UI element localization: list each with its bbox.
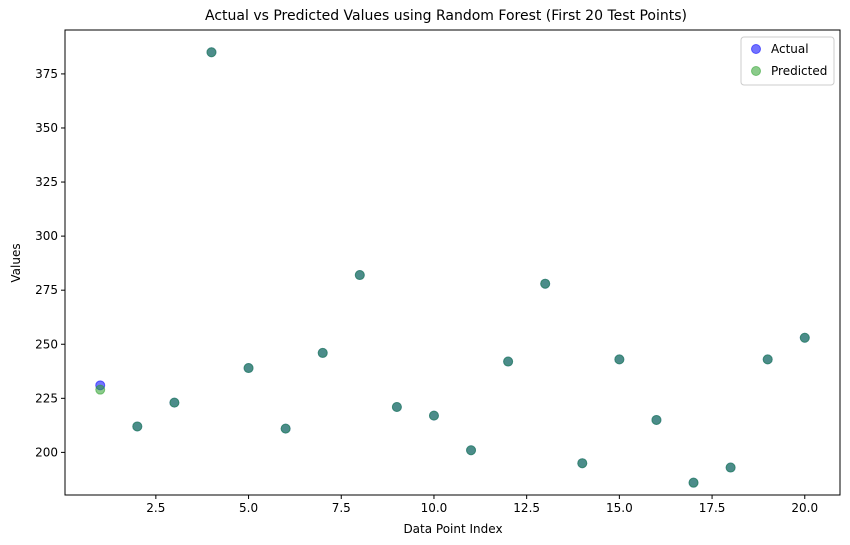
axes-frame xyxy=(64,29,841,496)
legend-marker-actual xyxy=(751,44,761,54)
point-predicted-12 xyxy=(503,356,514,367)
point-predicted-18 xyxy=(725,462,736,473)
legend-label-predicted: Predicted xyxy=(771,64,827,78)
x-tick-label: 20.0 xyxy=(791,501,818,515)
y-tick-label: 200 xyxy=(35,445,58,459)
legend-marker-predicted xyxy=(751,66,761,76)
chart-title: Actual vs Predicted Values using Random … xyxy=(205,8,687,24)
x-tick-label: 12.5 xyxy=(513,501,540,515)
point-predicted-16 xyxy=(651,414,662,425)
point-predicted-13 xyxy=(540,278,551,289)
point-predicted-19 xyxy=(762,354,773,365)
point-predicted-10 xyxy=(428,410,439,421)
point-predicted-1 xyxy=(95,384,106,395)
point-predicted-7 xyxy=(317,347,328,358)
point-predicted-15 xyxy=(614,354,625,365)
x-tick-label: 2.5 xyxy=(146,501,165,515)
y-axis-label: Values xyxy=(9,243,23,282)
point-predicted-14 xyxy=(577,458,588,469)
y-tick-label: 275 xyxy=(35,283,58,297)
point-predicted-6 xyxy=(280,423,291,434)
x-tick-label: 15.0 xyxy=(606,501,633,515)
point-predicted-5 xyxy=(243,363,254,374)
x-tick-label: 17.5 xyxy=(699,501,726,515)
x-tick-label: 10.0 xyxy=(421,501,448,515)
y-tick-label: 350 xyxy=(35,121,58,135)
y-tick-label: 375 xyxy=(35,67,58,81)
legend-label-actual: Actual xyxy=(771,42,809,56)
point-predicted-20 xyxy=(799,332,810,343)
x-axis-label: Data Point Index xyxy=(403,522,502,536)
data-points xyxy=(95,47,810,488)
point-predicted-11 xyxy=(466,445,477,456)
point-predicted-9 xyxy=(391,401,402,412)
y-tick-label: 250 xyxy=(35,337,58,351)
legend: Actual Predicted xyxy=(740,36,835,86)
point-predicted-4 xyxy=(206,47,217,58)
x-tick-label: 5.0 xyxy=(239,501,258,515)
y-tick-label: 225 xyxy=(35,391,58,405)
y-tick-label: 325 xyxy=(35,175,58,189)
point-predicted-2 xyxy=(132,421,143,432)
y-tick-label: 300 xyxy=(35,229,58,243)
y-axis-ticks: 200 225 250 275 300 325 350 375 xyxy=(35,67,65,459)
point-predicted-17 xyxy=(688,477,699,488)
x-tick-label: 7.5 xyxy=(332,501,351,515)
x-axis-ticks: 2.5 5.0 7.5 10.0 12.5 15.0 17.5 20.0 xyxy=(146,495,818,515)
point-predicted-8 xyxy=(354,270,365,281)
legend-box xyxy=(740,36,835,86)
point-predicted-3 xyxy=(169,397,180,408)
